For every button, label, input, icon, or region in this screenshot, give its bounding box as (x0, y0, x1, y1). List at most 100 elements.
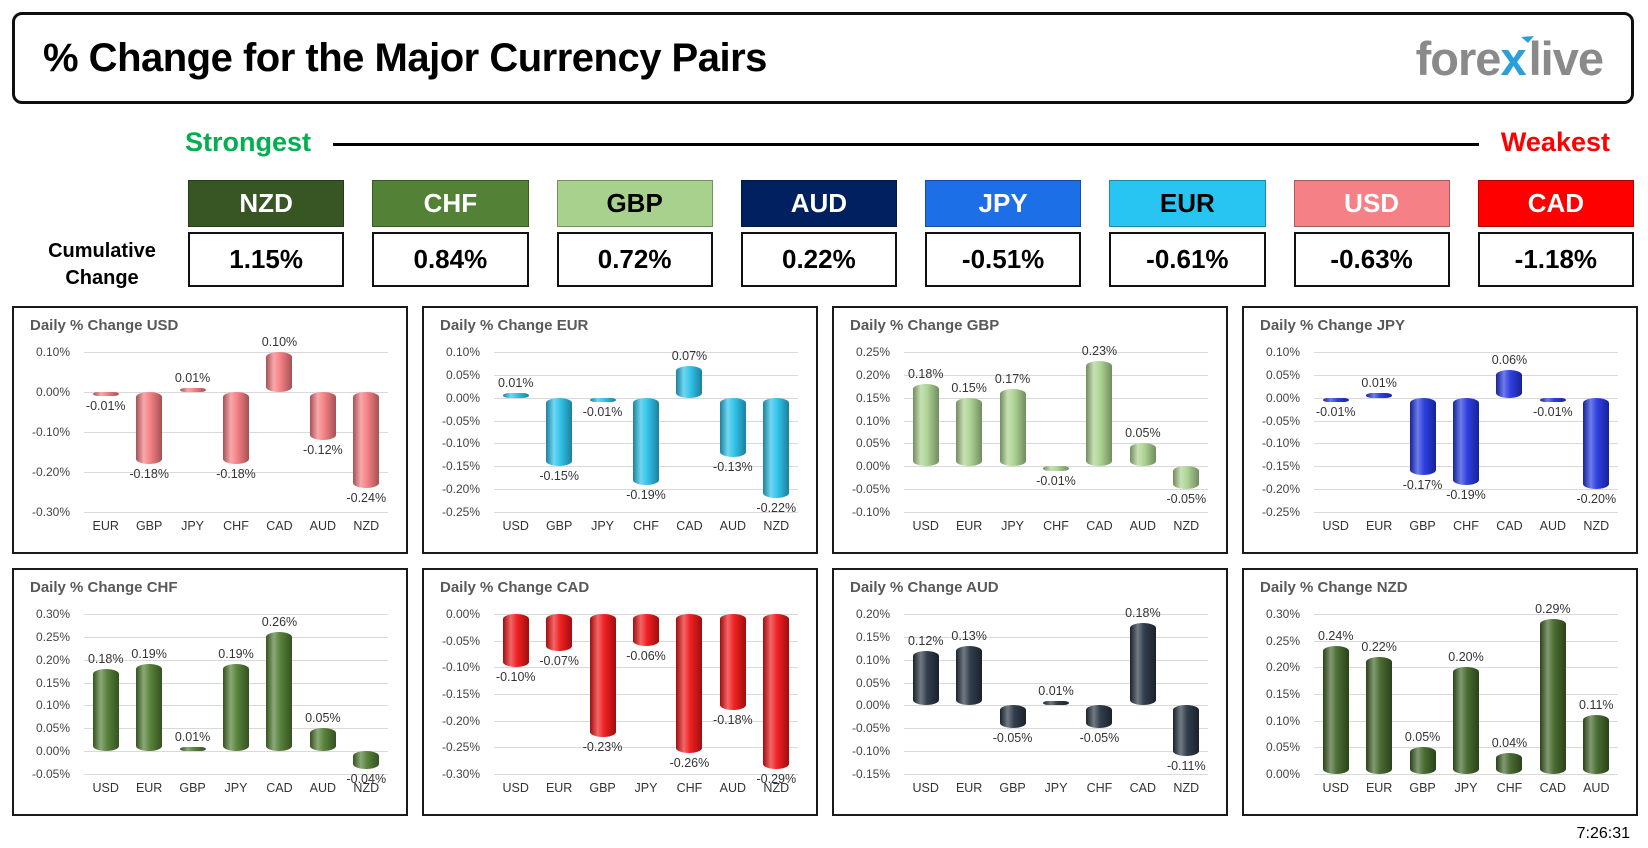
gridline (904, 682, 1208, 684)
gridline (84, 659, 388, 661)
scale-line (333, 142, 1479, 146)
bar-jpy (633, 614, 659, 646)
x-category-label: JPY (1044, 781, 1068, 795)
gridline (1314, 774, 1618, 775)
y-tick-label: 0.25% (35, 629, 70, 644)
bar-gbp (1409, 397, 1436, 476)
bar-value-label: -0.19% (1446, 487, 1486, 502)
gridline (494, 747, 798, 749)
gridline (1314, 614, 1618, 615)
x-category-label: NZD (1583, 519, 1610, 533)
bar-cad (266, 632, 293, 752)
bar-value-label: 0.12% (907, 633, 944, 648)
x-category-label: CAD (676, 519, 703, 533)
bar-value-label: -0.01% (1315, 405, 1356, 420)
bar-value-label: -0.01% (1036, 473, 1076, 488)
chart-title: Daily % Change GBP (850, 317, 1000, 334)
x-category-label: EUR (955, 519, 983, 533)
x-category-label: NZD (353, 519, 380, 533)
chart-cad: Daily % Change CAD 0.00% -0.05% -0.10% -0.15… (422, 568, 818, 816)
x-axis: USD EUR GBP JPY CAD AUD NZD (84, 778, 388, 798)
bar-value-label: 0.29% (1535, 602, 1571, 617)
bar-value-label: 0.01% (1038, 683, 1074, 698)
y-tick-label: 0.00% (855, 698, 890, 713)
bar-cad (1086, 361, 1113, 467)
y-tick-label: -0.05% (851, 482, 890, 497)
x-category-label: NZD (763, 781, 790, 795)
y-tick-label: -0.10% (851, 744, 890, 759)
bar-value-label: -0.04% (346, 772, 387, 787)
strongest-label: Strongest (185, 126, 312, 157)
bar-value-label: -0.12% (303, 443, 343, 457)
x-category-label: USD (502, 519, 529, 533)
cumulative-label-line1: Cumulative (48, 240, 156, 262)
x-category-label: CHF (1453, 519, 1479, 533)
x-category-label: EUR (545, 781, 573, 795)
x-category-label: CHF (223, 519, 249, 533)
y-tick-label: 0.00% (35, 744, 70, 759)
x-category-label: CAD (1496, 519, 1523, 533)
y-tick-label: -0.10% (1261, 436, 1300, 451)
x-category-label: USD (502, 781, 529, 795)
gridline (904, 614, 1208, 615)
x-category-label: NZD (763, 519, 790, 533)
y-tick-label: 0.05% (35, 721, 70, 736)
bar-nzd (353, 392, 380, 488)
y-tick-label: 0.05% (855, 675, 890, 690)
bar-nzd (1583, 397, 1610, 490)
cumulative-box-aud: AUD 0.22% (740, 180, 897, 287)
bar-value-label: 0.07% (671, 348, 708, 363)
x-category-label: GBP (545, 519, 573, 533)
bar-value-label: -0.15% (539, 469, 579, 484)
x-category-label: NZD (1173, 519, 1200, 533)
bar-cad (1539, 619, 1566, 774)
bar-gbp (1409, 747, 1436, 774)
chart-body: 0.10% 0.05% 0.00% -0.05% -0.10% -0.15% -0.20% -… (434, 336, 806, 538)
gridline (1314, 374, 1618, 376)
y-tick-label: -0.05% (1261, 413, 1300, 428)
y-tick-label: -0.20% (441, 482, 480, 497)
bar-aud (719, 614, 746, 710)
y-tick-label: -0.30% (441, 767, 480, 781)
x-category-label: EUR (135, 781, 163, 795)
chart-body: 0.20% 0.15% 0.10% 0.05% 0.00% -0.05% -0.10% -0.… (844, 598, 1216, 800)
bar-value-label: -0.10% (495, 670, 536, 685)
x-category-label: AUD (309, 781, 337, 795)
x-category-label: JPY (1001, 519, 1025, 533)
chart-title: Daily % Change EUR (440, 317, 589, 334)
chart-title: Daily % Change AUD (850, 579, 999, 596)
weakest-label: Weakest (1500, 126, 1610, 157)
bar-jpy (179, 388, 206, 392)
x-category-label: JPY (181, 519, 205, 533)
y-tick-label: 0.30% (35, 607, 70, 621)
x-category-label: AUD (1129, 519, 1157, 533)
bar-value-label: -0.05% (992, 731, 1033, 746)
bar-usd (1322, 646, 1349, 774)
bar-value-label: 0.05% (305, 711, 341, 726)
chart-chf: Daily % Change CHF 0.30% 0.25% 0.20% 0.15% 0.… (12, 568, 408, 816)
gridline (904, 420, 1208, 422)
forexlive-logo: forexlive (1416, 35, 1604, 82)
x-category-label: GBP (1409, 781, 1436, 795)
chart-body: 0.10% 0.05% 0.00% -0.05% -0.10% -0.15% -0.20% -… (1254, 336, 1626, 538)
bar-value-label: 0.24% (1317, 629, 1354, 643)
y-tick-label: 0.25% (855, 345, 890, 359)
gridline (494, 374, 798, 376)
y-tick-label: 0.00% (855, 459, 890, 474)
y-tick-label: 0.20% (1265, 660, 1300, 675)
bar-chf (1496, 752, 1523, 774)
x-category-label: CHF (676, 781, 703, 795)
y-axis: 0.25% 0.20% 0.15% 0.10% 0.05% 0.00% -0.05% -0.1… (844, 345, 896, 519)
gridline (494, 774, 798, 775)
cumulative-box-nzd: NZD 1.15% (188, 180, 345, 287)
y-tick-label: -0.25% (441, 505, 480, 519)
x-category-label: NZD (353, 781, 380, 795)
y-tick-label: -0.10% (441, 436, 480, 451)
x-category-label: USD (1322, 519, 1349, 533)
bar-value-label: 0.23% (1081, 344, 1118, 359)
y-tick-label: 0.05% (445, 367, 480, 382)
bar-jpy (1043, 700, 1069, 706)
bar-jpy (999, 388, 1026, 467)
bar-usd (502, 393, 529, 398)
